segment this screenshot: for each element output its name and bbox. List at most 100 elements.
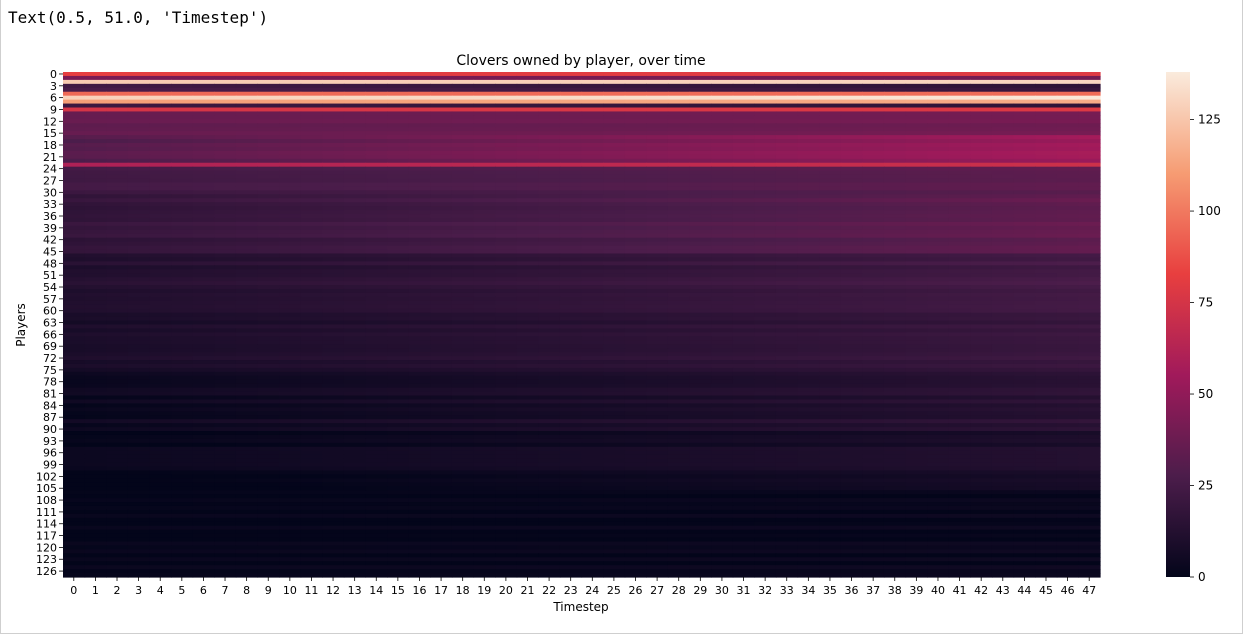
heatmap-cell	[106, 427, 129, 432]
heatmap-cell	[603, 348, 626, 353]
heatmap-cell	[495, 245, 518, 251]
heatmap-cell	[63, 375, 86, 381]
heatmap-cell	[775, 399, 799, 405]
heatmap-cell	[365, 72, 388, 77]
heatmap-cell	[797, 462, 820, 468]
heatmap-cell	[991, 375, 1015, 381]
heatmap-cell	[927, 83, 950, 89]
heatmap-cell	[451, 131, 475, 136]
heatmap-cell	[84, 320, 107, 326]
heatmap-cell	[430, 91, 453, 97]
heatmap-cell	[430, 431, 453, 436]
heatmap-cell	[63, 442, 86, 448]
heatmap-cell	[603, 300, 626, 306]
heatmap-cell	[732, 375, 755, 381]
heatmap-cell	[63, 367, 86, 373]
heatmap-cell	[192, 324, 215, 330]
heatmap-cell	[905, 367, 928, 373]
heatmap-cell	[927, 434, 950, 440]
heatmap-cell	[257, 304, 280, 310]
heatmap-cell	[106, 261, 129, 266]
heatmap-cell	[63, 115, 86, 120]
heatmap-cell	[387, 296, 410, 302]
heatmap-cell	[84, 233, 107, 239]
heatmap-cell	[711, 87, 734, 93]
heatmap-cell	[862, 103, 885, 109]
heatmap-cell	[905, 269, 928, 274]
heatmap-cell	[991, 83, 1015, 89]
heatmap-cell	[646, 206, 669, 211]
heatmap-cell	[257, 316, 280, 322]
heatmap-cell	[1013, 87, 1036, 93]
heatmap-cell	[840, 415, 863, 420]
heatmap-cell	[754, 146, 777, 152]
heatmap-cell	[1056, 182, 1079, 188]
heatmap-cell	[235, 281, 259, 286]
heatmap-cell	[970, 269, 993, 274]
heatmap-cell	[171, 135, 194, 140]
heatmap-cell	[516, 72, 539, 77]
heatmap-cell	[1035, 277, 1058, 282]
heatmap-row-player-37	[63, 217, 1101, 223]
heatmap-cell	[451, 336, 475, 341]
heatmap-cell	[300, 107, 323, 113]
heatmap-cell	[927, 352, 950, 357]
heatmap-cell	[624, 423, 647, 428]
heatmap-cell	[797, 288, 820, 294]
heatmap-cell	[495, 194, 518, 199]
heatmap-cell	[624, 210, 647, 215]
heatmap-cell	[905, 206, 928, 211]
heatmap-cell	[624, 348, 647, 353]
heatmap-cell	[862, 300, 885, 306]
heatmap-cell	[127, 91, 151, 97]
heatmap-cell	[646, 379, 669, 385]
heatmap-cell	[408, 466, 431, 472]
heatmap-cell	[192, 383, 215, 389]
heatmap-cell	[127, 450, 151, 456]
heatmap-cell	[84, 466, 107, 472]
heatmap-cell	[624, 344, 647, 349]
heatmap-cell	[106, 186, 129, 191]
heatmap-cell	[775, 83, 799, 89]
heatmap-cell	[171, 438, 194, 444]
heatmap-cell	[408, 225, 431, 231]
heatmap-cell	[365, 462, 388, 468]
heatmap-cell	[711, 269, 734, 274]
heatmap-cell	[840, 237, 863, 243]
heatmap-cell	[495, 95, 518, 101]
heatmap-cell	[408, 174, 431, 180]
heatmap-cell	[667, 285, 691, 290]
heatmap-cell	[624, 214, 647, 219]
heatmap-cell	[603, 150, 626, 156]
heatmap-cell	[689, 288, 712, 294]
heatmap-cell	[603, 194, 626, 199]
heatmap-cell	[192, 225, 215, 231]
heatmap-cell	[819, 300, 842, 306]
heatmap-cell	[667, 79, 691, 85]
heatmap-cell	[732, 83, 755, 89]
heatmap-cell	[343, 206, 367, 211]
heatmap-cell	[495, 233, 518, 239]
heatmap-cell	[991, 170, 1015, 176]
heatmap-cell	[343, 431, 367, 436]
heatmap-cell	[927, 292, 950, 298]
heatmap-cell	[1013, 194, 1036, 199]
heatmap-cell	[1056, 312, 1079, 318]
heatmap-cell	[365, 79, 388, 85]
heatmap-cell	[495, 261, 518, 266]
heatmap-cell	[883, 371, 907, 377]
heatmap-row-player-23	[63, 162, 1101, 168]
heatmap-cell	[279, 233, 302, 239]
heatmap-cell	[1035, 411, 1058, 416]
heatmap-cell	[430, 111, 453, 116]
heatmap-cell	[970, 79, 993, 85]
heatmap-cell	[667, 269, 691, 274]
heatmap-cell	[171, 265, 194, 270]
heatmap-cell	[646, 466, 669, 472]
heatmap-cell	[408, 72, 431, 77]
heatmap-cell	[430, 466, 453, 472]
heatmap-cell	[646, 336, 669, 341]
heatmap-cell	[322, 356, 345, 361]
heatmap-cell	[927, 107, 950, 113]
heatmap-cell	[214, 442, 237, 448]
